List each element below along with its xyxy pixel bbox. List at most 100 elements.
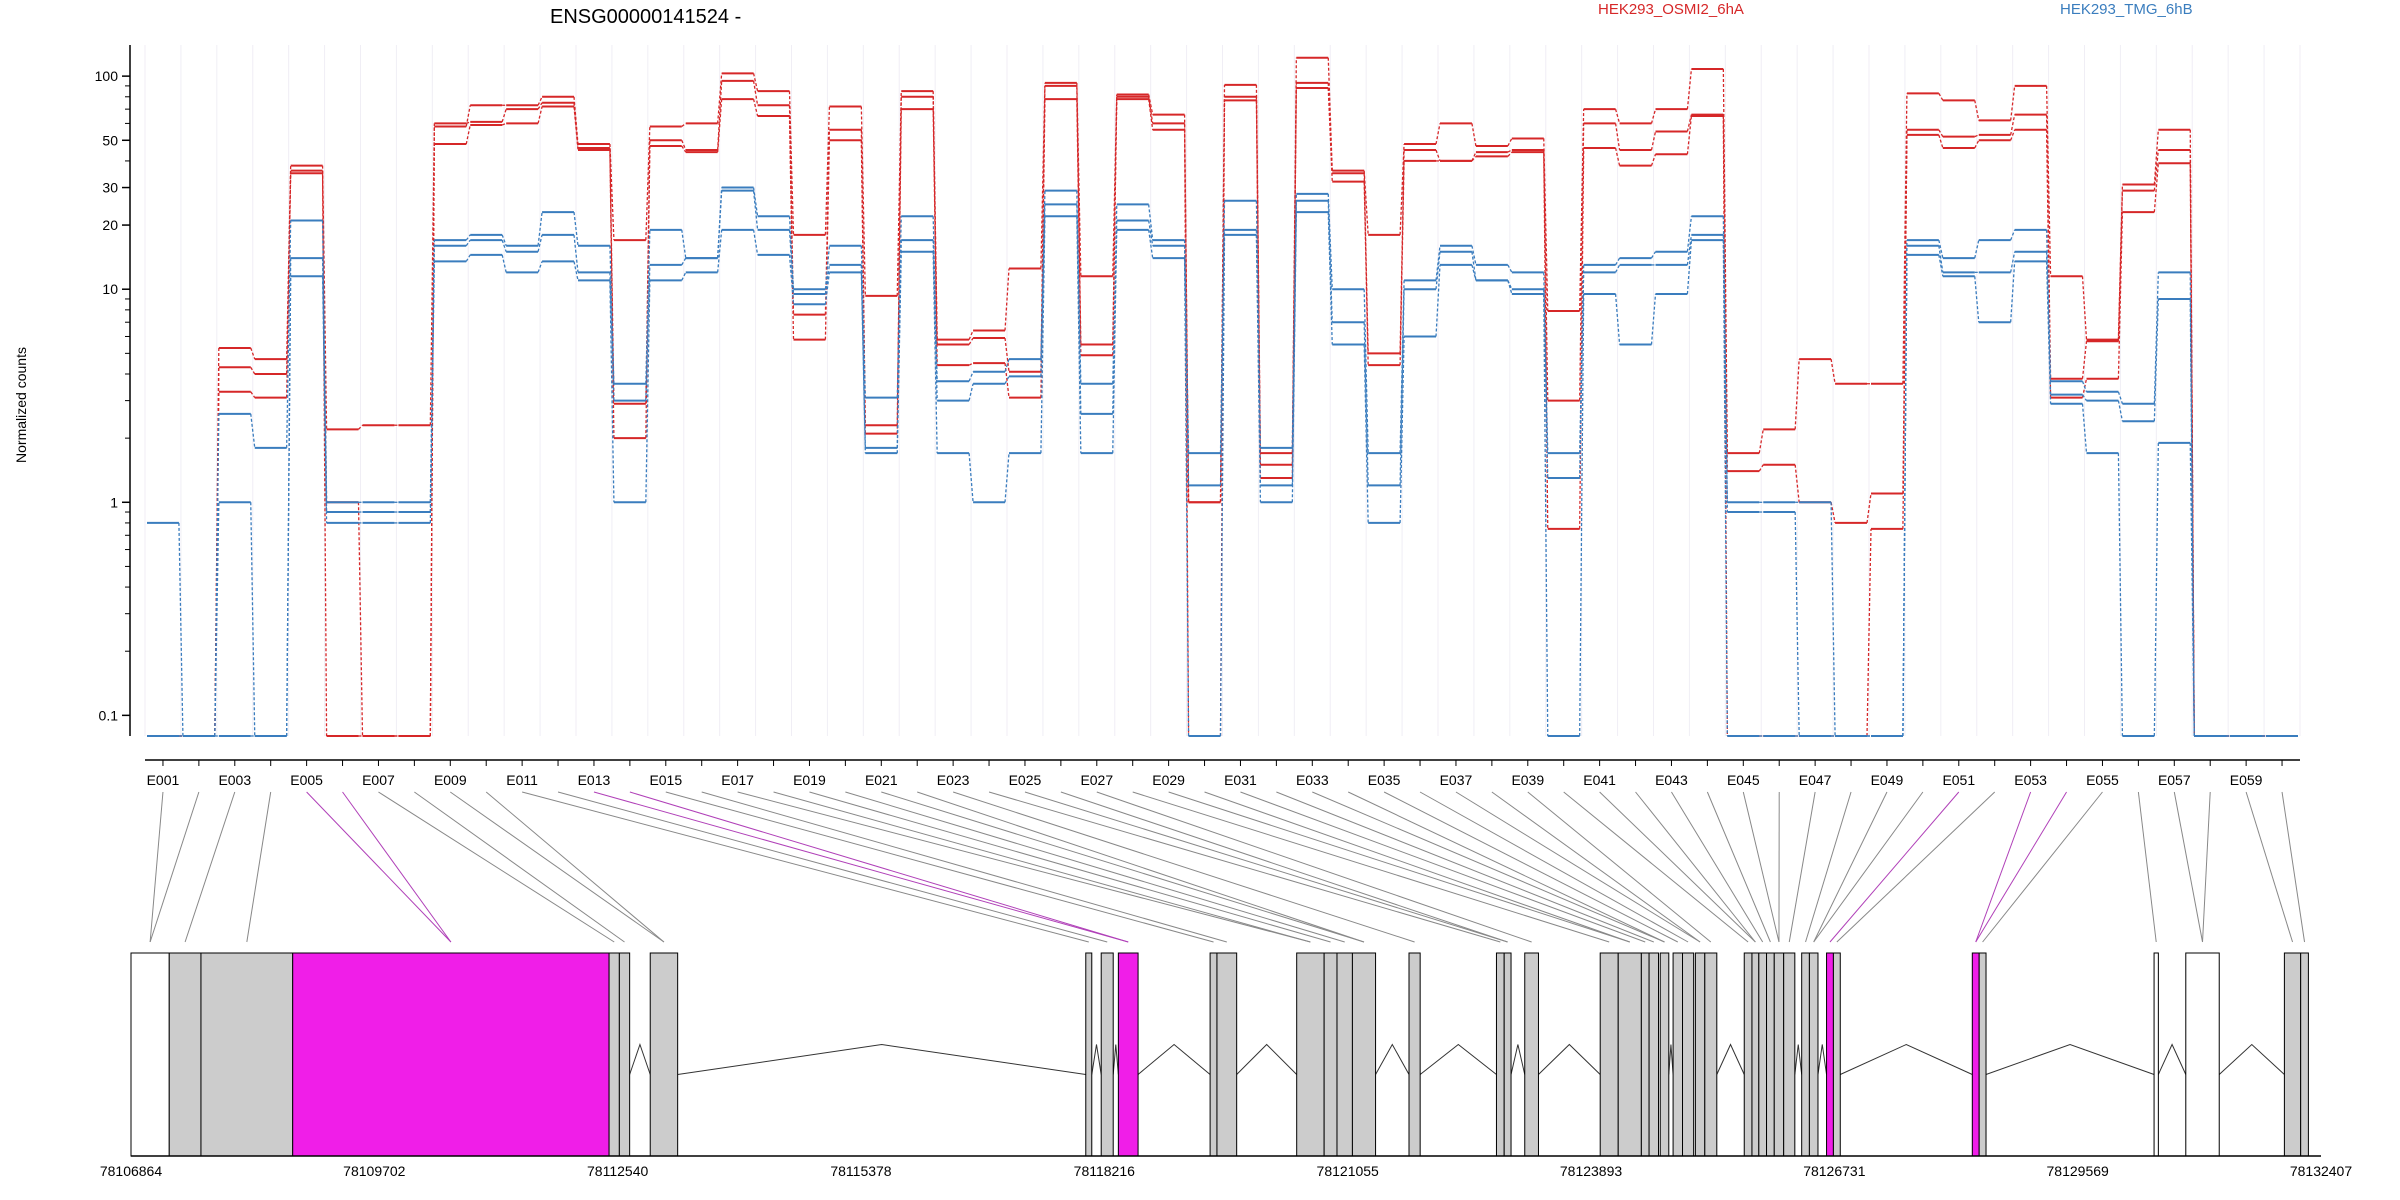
exon-block bbox=[1100, 952, 1114, 1157]
series-connector bbox=[2189, 298, 2195, 737]
intron bbox=[1236, 1043, 1298, 1075]
series-connector bbox=[466, 121, 471, 125]
series-connector bbox=[1327, 87, 1333, 182]
exon-link bbox=[2202, 791, 2211, 943]
exon-block bbox=[2300, 952, 2309, 1157]
series-connector bbox=[1830, 502, 1836, 737]
exon-link bbox=[593, 791, 1129, 943]
series-connector bbox=[1507, 264, 1513, 273]
series-connector bbox=[860, 140, 866, 434]
plot-area: 0.1 1 10 20 30 50 100 bbox=[95, 45, 2301, 737]
series-connector bbox=[1399, 280, 1405, 454]
series-connector bbox=[358, 424, 363, 430]
series-connector bbox=[1614, 147, 1621, 166]
exon-link bbox=[378, 791, 615, 943]
exon-link bbox=[988, 791, 1501, 943]
exon-link bbox=[1168, 791, 1630, 943]
exon-link bbox=[1563, 791, 1749, 943]
exon-block bbox=[1659, 952, 1670, 1157]
genomic-tick-label: 78115378 bbox=[830, 1163, 891, 1179]
exon-link bbox=[1204, 791, 1630, 943]
exon-link bbox=[917, 791, 1365, 943]
x-tick-label: E045 bbox=[1727, 772, 1760, 788]
exon-link bbox=[737, 791, 1311, 943]
series-connector bbox=[1471, 245, 1477, 266]
series-connector bbox=[2117, 212, 2124, 379]
series-connector bbox=[429, 144, 435, 737]
series-connector bbox=[537, 212, 543, 246]
series-connector bbox=[465, 124, 471, 145]
exon-link bbox=[149, 791, 164, 943]
exon-link bbox=[1982, 791, 2103, 943]
series-connector bbox=[1112, 229, 1118, 454]
exon-link bbox=[952, 791, 1415, 943]
series-connector bbox=[1614, 293, 1621, 345]
series-connector bbox=[932, 96, 938, 345]
intron bbox=[1716, 1043, 1745, 1075]
series-connector bbox=[968, 362, 974, 366]
series-connector bbox=[824, 106, 831, 235]
series-connector bbox=[1650, 154, 1657, 166]
exon-link bbox=[306, 791, 452, 943]
exon-block bbox=[1524, 952, 1539, 1157]
series-connector bbox=[1507, 138, 1513, 147]
series-connector bbox=[1938, 93, 1944, 101]
series-connector bbox=[573, 102, 579, 149]
series-connector bbox=[2189, 442, 2195, 737]
series-connector bbox=[609, 245, 615, 384]
series-connector bbox=[968, 330, 974, 340]
exon-block bbox=[1648, 952, 1660, 1157]
series-connector bbox=[1327, 212, 1333, 345]
series-connector bbox=[1614, 108, 1621, 124]
series-connector bbox=[1255, 234, 1262, 503]
series-connector bbox=[286, 220, 292, 448]
series-connector bbox=[1615, 257, 1621, 266]
series-connector bbox=[286, 276, 292, 737]
exon-link bbox=[1975, 791, 2032, 943]
series-connector bbox=[1579, 272, 1585, 479]
exon-block bbox=[200, 952, 294, 1157]
series-connector bbox=[1686, 240, 1693, 295]
series-connector bbox=[752, 190, 759, 230]
exon-block bbox=[1832, 952, 1841, 1157]
series-connector bbox=[2010, 129, 2016, 141]
series-connector bbox=[1686, 234, 1693, 266]
series-connector bbox=[1148, 94, 1154, 115]
exon-block bbox=[130, 952, 170, 1157]
series-connector bbox=[932, 109, 938, 366]
exon-link bbox=[1836, 791, 1996, 943]
series-connector bbox=[1722, 240, 1728, 737]
series-connector bbox=[1327, 193, 1333, 290]
intron bbox=[1112, 1044, 1119, 1075]
series-connector bbox=[465, 239, 471, 247]
y-tick-label: 10 bbox=[102, 281, 118, 297]
series-connector bbox=[537, 234, 543, 252]
series-connector bbox=[250, 347, 256, 360]
exon-link bbox=[1788, 791, 1816, 943]
series-connector bbox=[1363, 289, 1369, 454]
exon-link bbox=[246, 791, 272, 943]
series-connector bbox=[537, 106, 543, 124]
series-connector bbox=[286, 173, 292, 398]
series-connector bbox=[968, 453, 974, 503]
intron bbox=[629, 1042, 651, 1075]
exon-link bbox=[1419, 791, 1689, 943]
series-connector bbox=[932, 216, 938, 382]
series-connector bbox=[1435, 245, 1441, 281]
series-connector bbox=[717, 190, 723, 259]
x-tick-label: E051 bbox=[1942, 772, 1975, 788]
exon-link bbox=[809, 791, 1331, 943]
series-connector bbox=[1255, 100, 1262, 479]
series-connector bbox=[2010, 114, 2016, 136]
exon-block bbox=[1351, 952, 1377, 1157]
exon-block bbox=[1117, 952, 1139, 1157]
series-connector bbox=[573, 234, 579, 273]
series-connector bbox=[1794, 464, 1800, 503]
series-connector bbox=[537, 96, 543, 106]
exon-block bbox=[2153, 952, 2159, 1157]
series-connector bbox=[1004, 358, 1010, 372]
exon-link bbox=[485, 791, 665, 943]
exon-link bbox=[2245, 791, 2294, 943]
exon-block bbox=[1323, 952, 1338, 1157]
exon-link bbox=[1383, 791, 1679, 943]
